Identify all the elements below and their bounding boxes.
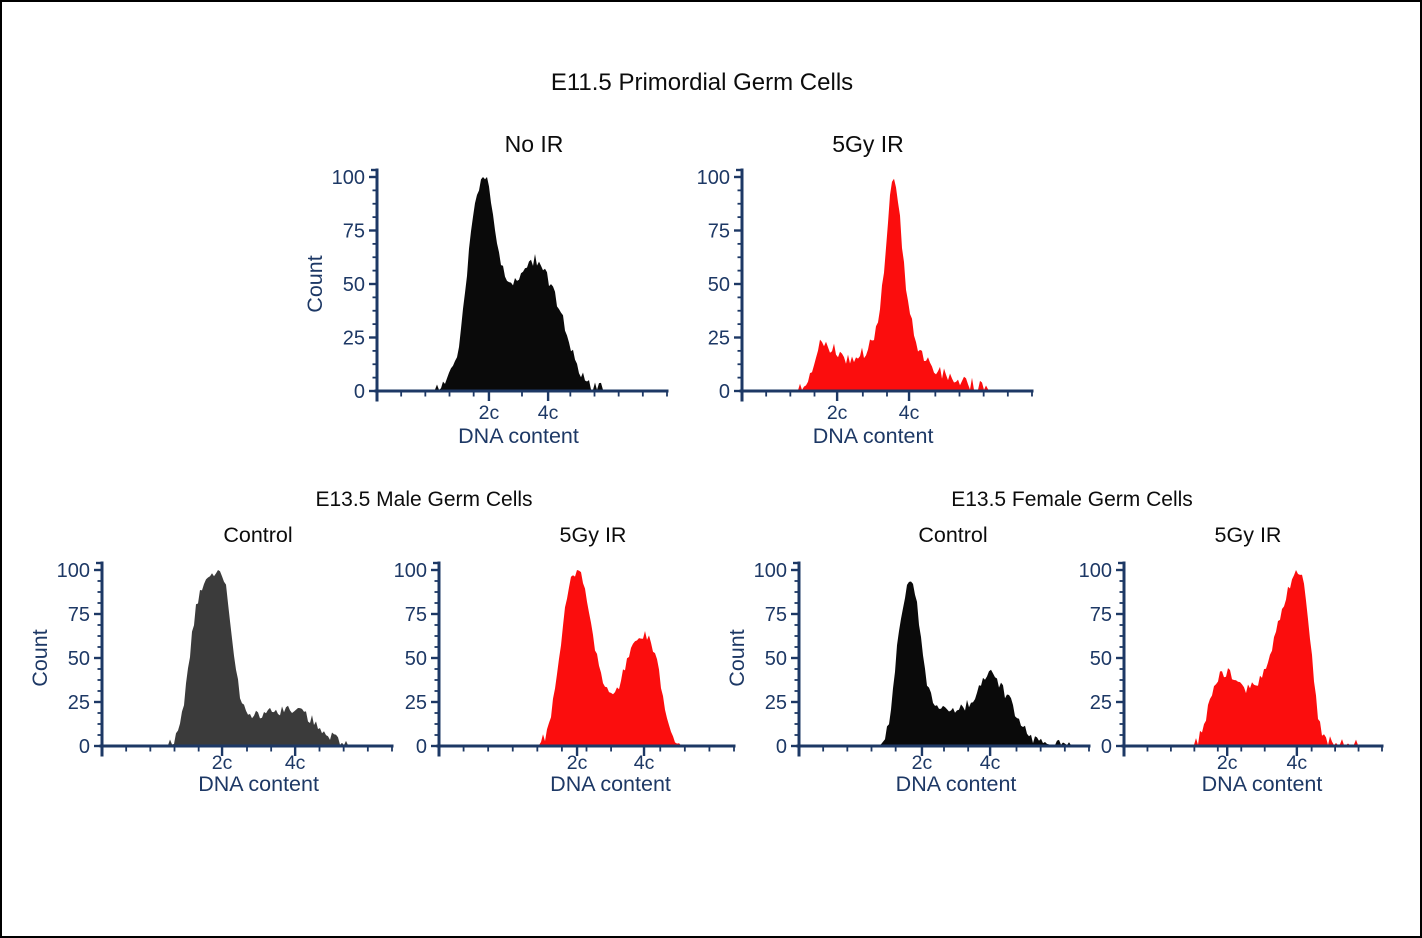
y-tick-label: 100 (394, 560, 427, 582)
group-title-male: E13.5 Male Germ Cells (315, 488, 533, 511)
y-tick-label: 50 (343, 274, 365, 296)
x-tick-label: 2c (1217, 752, 1238, 774)
panel-title-e11-5gy: 5Gy IR (832, 131, 904, 157)
y-tick-label: 75 (1090, 604, 1112, 626)
group-title-female: E13.5 Female Germ Cells (951, 488, 1193, 511)
y-tick-label: 0 (416, 736, 427, 758)
y-tick-label: 100 (332, 167, 365, 189)
x-axis-label: DNA content (813, 424, 934, 448)
y-tick-label: 0 (354, 381, 365, 403)
y-tick-label: 75 (708, 221, 730, 243)
y-tick-label: 25 (708, 328, 730, 350)
histogram-area (799, 581, 1089, 746)
x-tick-label: 4c (285, 752, 306, 774)
y-tick-label: 0 (776, 736, 787, 758)
y-axis-label: Count (303, 255, 327, 312)
x-tick-label: 4c (899, 402, 920, 424)
y-tick-label: 100 (1079, 560, 1112, 582)
x-tick-label: 4c (634, 752, 655, 774)
x-tick-label: 2c (567, 752, 588, 774)
y-tick-label: 25 (1090, 692, 1112, 714)
panel-title-male-control: Control (223, 523, 293, 547)
panel-title-e11-no-ir: No IR (504, 131, 564, 157)
y-tick-label: 25 (68, 692, 90, 714)
x-tick-label: 2c (827, 402, 848, 424)
y-tick-label: 75 (765, 604, 787, 626)
y-tick-label: 100 (57, 560, 90, 582)
histogram-area (102, 570, 392, 746)
y-axis-label: Count (725, 629, 749, 686)
y-tick-label: 50 (765, 648, 787, 670)
y-tick-label: 25 (343, 328, 365, 350)
y-tick-label: 75 (405, 604, 427, 626)
panel-title-male-5gy: 5Gy IR (559, 523, 627, 547)
x-tick-label: 4c (1287, 752, 1308, 774)
x-axis-label: DNA content (1202, 772, 1323, 796)
x-axis-label: DNA content (550, 772, 671, 796)
x-tick-label: 2c (212, 752, 233, 774)
histogram-area (439, 570, 734, 746)
y-axis-label: Count (28, 629, 52, 686)
y-tick-label: 75 (68, 604, 90, 626)
y-tick-label: 50 (68, 648, 90, 670)
x-tick-label: 4c (538, 402, 559, 424)
histogram-area (377, 177, 667, 391)
y-tick-label: 0 (719, 381, 730, 403)
y-tick-label: 100 (754, 560, 787, 582)
histogram-area (1124, 570, 1382, 746)
x-tick-label: 2c (479, 402, 500, 424)
panel-title-female-5gy: 5Gy IR (1214, 523, 1282, 547)
x-tick-label: 4c (980, 752, 1001, 774)
y-tick-label: 25 (405, 692, 427, 714)
y-tick-label: 0 (79, 736, 90, 758)
y-tick-label: 50 (1090, 648, 1112, 670)
x-axis-label: DNA content (458, 424, 579, 448)
histogram-area (742, 178, 1032, 391)
y-tick-label: 50 (708, 274, 730, 296)
y-tick-label: 50 (405, 648, 427, 670)
y-tick-label: 25 (765, 692, 787, 714)
y-tick-label: 100 (697, 167, 730, 189)
panel-title-female-control: Control (918, 523, 988, 547)
x-axis-label: DNA content (198, 772, 319, 796)
figure-title: E11.5 Primordial Germ Cells (550, 69, 854, 96)
y-tick-label: 75 (343, 221, 365, 243)
x-tick-label: 2c (912, 752, 933, 774)
x-axis-label: DNA content (896, 772, 1017, 796)
y-tick-label: 0 (1101, 736, 1112, 758)
